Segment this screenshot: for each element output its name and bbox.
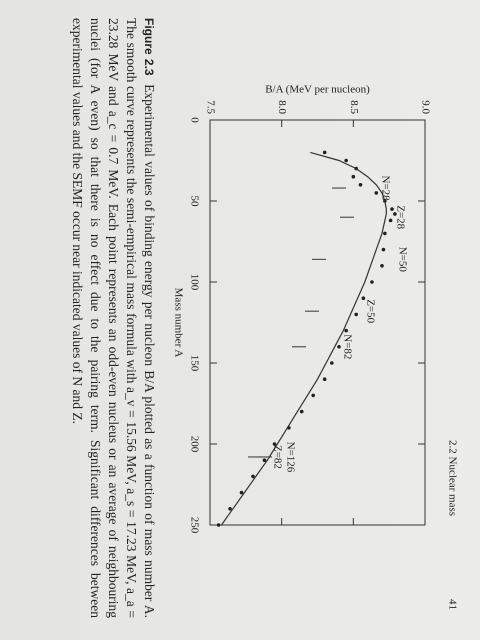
annotation: N=28 (379, 175, 391, 201)
data-point (380, 264, 384, 268)
y-tick-label: 9.0 (419, 100, 431, 114)
annotation: N=126 (284, 442, 296, 473)
data-point (344, 158, 348, 163)
data-point (388, 218, 393, 223)
x-tick-label: 0 (188, 117, 200, 123)
page-number: 41 (446, 599, 458, 610)
y-tick-label: 7.5 (204, 100, 216, 114)
data-point (337, 345, 341, 349)
data-point (330, 361, 334, 365)
annotation: N=82 (341, 334, 353, 359)
data-point (354, 312, 358, 317)
plot-frame (209, 119, 426, 526)
data-point (322, 150, 327, 155)
data-point (311, 393, 315, 398)
data-point (344, 328, 348, 333)
y-axis-label: B/A (MeV per nucleon) (265, 84, 370, 96)
x-tick-label: 100 (188, 274, 200, 291)
data-point (361, 296, 366, 301)
data-point (351, 174, 356, 179)
data-point (383, 231, 387, 236)
data-point (272, 442, 277, 446)
data-point (374, 191, 379, 195)
caption: Figure 2.3 Experimental values of bindin… (68, 18, 158, 618)
y-tick-label: 8.0 (276, 100, 288, 114)
data-point (251, 474, 255, 479)
data-point (239, 490, 244, 495)
x-tick-label: 250 (188, 517, 200, 534)
x-tick-label: 50 (188, 196, 200, 208)
data-point (358, 183, 363, 187)
x-tick-label: 150 (188, 355, 200, 372)
annotation: Z=50 (364, 299, 376, 323)
data-point (390, 207, 394, 211)
data-point (299, 409, 304, 414)
annotation: Z=28 (394, 205, 406, 229)
semf-curve (220, 151, 387, 526)
data-point (228, 507, 232, 511)
data-point (381, 247, 386, 252)
x-axis-label: Mass number A (172, 288, 184, 358)
caption-text: Experimental values of binding energy pe… (70, 18, 157, 619)
x-tick-label: 200 (188, 436, 200, 453)
data-point (393, 212, 397, 216)
y-tick-label: 8.5 (348, 100, 360, 114)
data-point (262, 458, 267, 463)
annotation: Z=82 (271, 445, 283, 469)
running-head: 2.2 Nuclear mass (446, 440, 458, 516)
data-point (322, 377, 327, 382)
annotation: N=50 (396, 247, 408, 273)
data-point (370, 280, 374, 284)
caption-label: Figure 2.3 (142, 18, 156, 76)
data-point (216, 523, 221, 527)
